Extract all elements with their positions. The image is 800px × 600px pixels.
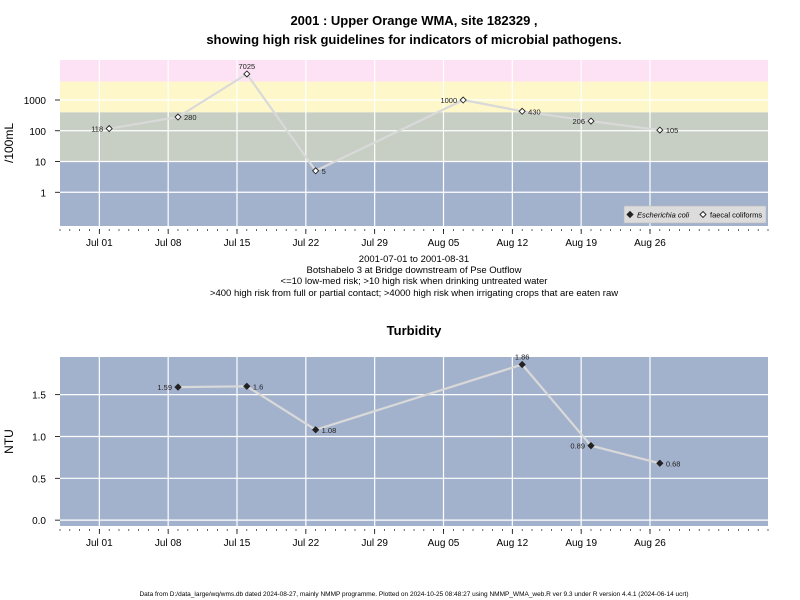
data-point xyxy=(174,383,182,391)
y-tick-label: 1 xyxy=(40,188,46,199)
series-line xyxy=(109,72,660,172)
data-label: 206 xyxy=(572,117,585,126)
x-tick-label: Jul 22 xyxy=(292,538,319,549)
x-tick-label: Jul 01 xyxy=(86,238,113,249)
x-tick-label: Aug 12 xyxy=(496,238,528,249)
y-axis-label: /100mL xyxy=(2,123,16,163)
y-tick-label: 1.5 xyxy=(32,391,46,402)
y-tick-label: 0.5 xyxy=(32,474,46,485)
chart-title-line-2: showing high risk guidelines for indicat… xyxy=(206,32,621,47)
x-tick-label: Jul 29 xyxy=(361,238,388,249)
legend-marker xyxy=(699,210,707,219)
data-label: 7025 xyxy=(238,62,255,71)
data-point xyxy=(587,442,595,450)
data-label: 430 xyxy=(528,107,541,116)
data-label: 1.6 xyxy=(253,382,263,391)
y-tick-label: 1000 xyxy=(24,96,47,107)
data-label: 0.89 xyxy=(570,442,585,451)
microbial-chart: Jul 01 Jul 08 Jul 15 Jul 22 Jul 29 Aug 05 Aug … xyxy=(2,60,769,249)
data-point xyxy=(243,382,251,390)
y-axis-label: NTU xyxy=(2,429,16,454)
legend-label: Escherichia coli xyxy=(637,211,689,220)
data-point xyxy=(105,124,113,133)
legend-marker xyxy=(626,210,634,219)
legend-label: faecal coliforms xyxy=(710,211,762,220)
turbidity-chart: Jul 01 Jul 08 Jul 15 Jul 22 Jul 29 Aug 05 Aug … xyxy=(2,353,769,549)
risk-guideline-note-2: >400 high risk from full or partial cont… xyxy=(210,288,618,299)
x-tick-label: Aug 19 xyxy=(565,538,597,549)
x-tick-label: Aug 26 xyxy=(634,238,666,249)
data-label: 105 xyxy=(666,126,679,135)
data-point xyxy=(587,117,595,125)
data-label: 1.59 xyxy=(157,383,172,392)
x-tick-label: Aug 26 xyxy=(634,538,666,549)
data-label: 5 xyxy=(322,167,326,176)
data-point xyxy=(656,126,664,134)
x-tick-label: Jul 01 xyxy=(86,538,113,549)
x-tick-label: Jul 15 xyxy=(224,238,251,249)
risk-band-2 xyxy=(60,81,768,113)
data-point xyxy=(459,96,467,104)
data-label: 0.68 xyxy=(666,459,681,468)
x-tick-label: Jul 29 xyxy=(361,538,388,549)
series-line xyxy=(177,363,661,465)
y-tick-label: 10 xyxy=(35,158,47,169)
data-point xyxy=(518,107,526,115)
data-point xyxy=(518,360,526,369)
risk-band-3 xyxy=(60,60,768,82)
x-tick-label: Aug 05 xyxy=(428,538,460,549)
data-point xyxy=(656,459,664,467)
legend-box xyxy=(623,205,767,224)
x-tick-label: Aug 12 xyxy=(496,538,528,549)
data-point xyxy=(312,426,320,434)
y-tick-label: 100 xyxy=(29,127,46,138)
data-point xyxy=(174,113,182,121)
data-point xyxy=(243,70,251,78)
x-tick-label: Aug 19 xyxy=(565,238,597,249)
x-tick-label: Aug 05 xyxy=(428,238,460,249)
site-description-note: Botshabelo 3 at Bridge downstream of Pse… xyxy=(307,265,522,276)
data-label: 118 xyxy=(91,125,103,134)
y-tick-label: 0.0 xyxy=(32,516,46,527)
footer-note: Data from D:/data_large/wq/wms.db dated … xyxy=(139,591,688,598)
data-label: 1.08 xyxy=(322,426,337,435)
x-tick-label: Jul 08 xyxy=(155,538,182,549)
data-point xyxy=(312,167,320,175)
data-label: 1.86 xyxy=(515,353,530,362)
x-tick-label: Jul 08 xyxy=(155,238,182,249)
date-range-note: 2001-07-01 to 2001-08-31 xyxy=(359,254,469,265)
x-tick-label: Jul 15 xyxy=(224,538,251,549)
chart-title-line-1: 2001 : Upper Orange WMA, site 182329 , xyxy=(290,13,537,28)
y-tick-label: 1.0 xyxy=(32,432,46,443)
data-label: 280 xyxy=(184,113,197,122)
data-label: 1000 xyxy=(440,96,457,105)
turbidity-title: Turbidity xyxy=(387,323,442,338)
risk-guideline-note-1: <=10 low-med risk; >10 high risk when dr… xyxy=(281,276,548,287)
x-tick-label: Jul 22 xyxy=(292,238,319,249)
